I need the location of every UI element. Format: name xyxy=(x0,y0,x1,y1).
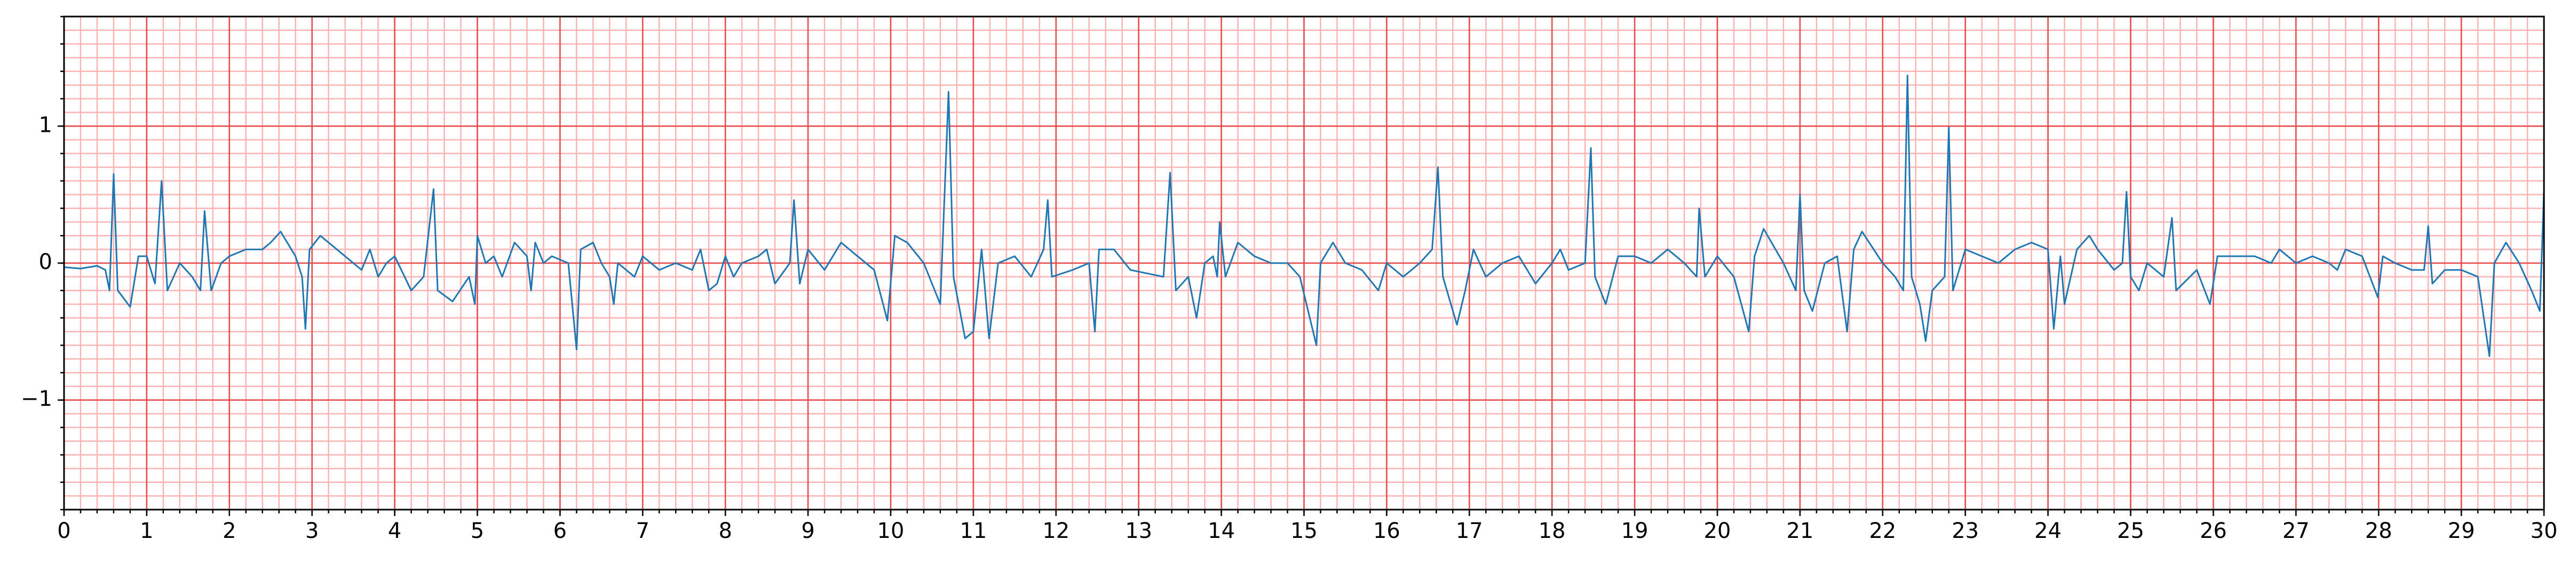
x-tick-label: 22 xyxy=(1869,519,1896,543)
x-tick-label: 9 xyxy=(801,519,814,543)
signal-line xyxy=(64,74,2545,358)
x-tick-label: 14 xyxy=(1208,519,1235,543)
x-tick-label: 6 xyxy=(553,519,567,543)
x-tick-label: 15 xyxy=(1290,519,1318,543)
x-tick-label: 18 xyxy=(1539,519,1566,543)
x-tick-label: 25 xyxy=(2117,519,2144,543)
x-tick-label: 27 xyxy=(2282,519,2310,543)
x-tick-label: 13 xyxy=(1125,519,1152,543)
x-tick-label: 1 xyxy=(140,519,153,543)
y-tick-label: −1 xyxy=(21,387,52,411)
x-tick-label: 4 xyxy=(388,519,401,543)
x-tick-label: 5 xyxy=(471,519,484,543)
x-tick-label: 20 xyxy=(1704,519,1731,543)
x-tick-label: 24 xyxy=(2034,519,2062,543)
y-tick-label: 1 xyxy=(39,113,52,137)
x-tick-label: 21 xyxy=(1786,519,1813,543)
plot-frame xyxy=(63,15,2545,511)
x-tick-label: 28 xyxy=(2365,519,2392,543)
y-tick-label: 0 xyxy=(39,250,52,274)
x-tick-label: 19 xyxy=(1621,519,1648,543)
x-tick-label: 2 xyxy=(223,519,236,543)
x-tick-label: 26 xyxy=(2200,519,2227,543)
x-tick-label: 11 xyxy=(960,519,987,543)
x-tick-label: 8 xyxy=(718,519,732,543)
x-tick-label: 7 xyxy=(636,519,649,543)
x-tick-label: 16 xyxy=(1373,519,1400,543)
x-tick-label: 23 xyxy=(1952,519,1979,543)
x-tick-label: 0 xyxy=(57,519,70,543)
x-tick-label: 30 xyxy=(2531,519,2558,543)
x-tick-label: 3 xyxy=(305,519,319,543)
x-tick-label: 10 xyxy=(877,519,905,543)
x-tick-label: 12 xyxy=(1042,519,1069,543)
x-tick-label: 29 xyxy=(2448,519,2475,543)
x-tick-label: 17 xyxy=(1456,519,1483,543)
